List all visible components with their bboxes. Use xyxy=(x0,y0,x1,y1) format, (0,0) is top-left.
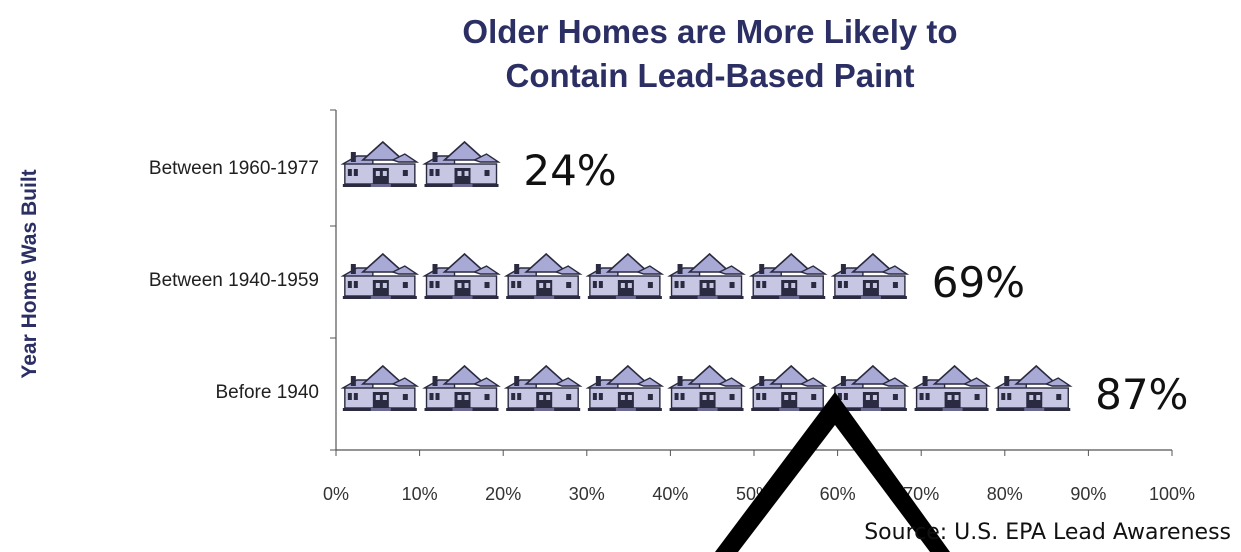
bar-between-1940-1959: 69% xyxy=(342,253,1025,307)
x-tick-label: 40% xyxy=(652,484,688,504)
house-icon xyxy=(423,253,500,300)
house-icon xyxy=(668,365,745,412)
bar-between-1960-1977: 24% xyxy=(342,141,617,195)
chart-title-line-2: Contain Lead-Based Paint xyxy=(505,57,915,94)
x-tick-label: 70% xyxy=(903,484,939,504)
source-note: Source: U.S. EPA Lead Awareness xyxy=(864,520,1231,545)
house-icon xyxy=(913,365,990,412)
house-icon xyxy=(832,253,908,300)
house-icon xyxy=(342,365,418,412)
x-tick-label: 30% xyxy=(569,484,605,504)
y-axis-label: Year Home Was Built xyxy=(18,104,54,444)
x-tick-label: 60% xyxy=(820,484,856,504)
house-icon xyxy=(668,253,745,300)
house-icon xyxy=(423,141,500,188)
x-tick-label: 10% xyxy=(402,484,438,504)
bar-before-1940: 87% xyxy=(342,365,1188,419)
house-icon xyxy=(995,365,1072,412)
house-icon xyxy=(832,365,908,412)
x-tick-label: 100% xyxy=(1149,484,1195,504)
house-icon xyxy=(342,141,418,188)
house-icon xyxy=(750,253,827,300)
house-icon xyxy=(423,365,500,412)
category-label-1940-1959: Between 1940-1959 xyxy=(148,270,319,291)
house-icon xyxy=(587,253,663,300)
x-tick-label: 20% xyxy=(485,484,521,504)
house-icon xyxy=(505,253,581,300)
x-tick-label: 50% xyxy=(736,484,772,504)
data-label: 87% xyxy=(1095,370,1188,419)
x-tick-label: 0% xyxy=(323,484,349,504)
house-icon xyxy=(750,365,827,412)
x-tick-label: 90% xyxy=(1070,484,1106,504)
chart-title-line-1: Older Homes are More Likely to xyxy=(462,13,958,50)
house-icon xyxy=(587,365,663,412)
x-tick-label: 80% xyxy=(987,484,1023,504)
svg-text:Year Home Was Built: Year Home Was Built xyxy=(18,169,41,378)
category-label-1960-1977: Between 1960-1977 xyxy=(148,158,319,179)
category-label-before-1940: Before 1940 xyxy=(215,382,319,403)
data-label: 69% xyxy=(932,258,1025,307)
house-icon xyxy=(505,365,581,412)
house-icon xyxy=(342,253,418,300)
data-label: 24% xyxy=(523,146,616,195)
